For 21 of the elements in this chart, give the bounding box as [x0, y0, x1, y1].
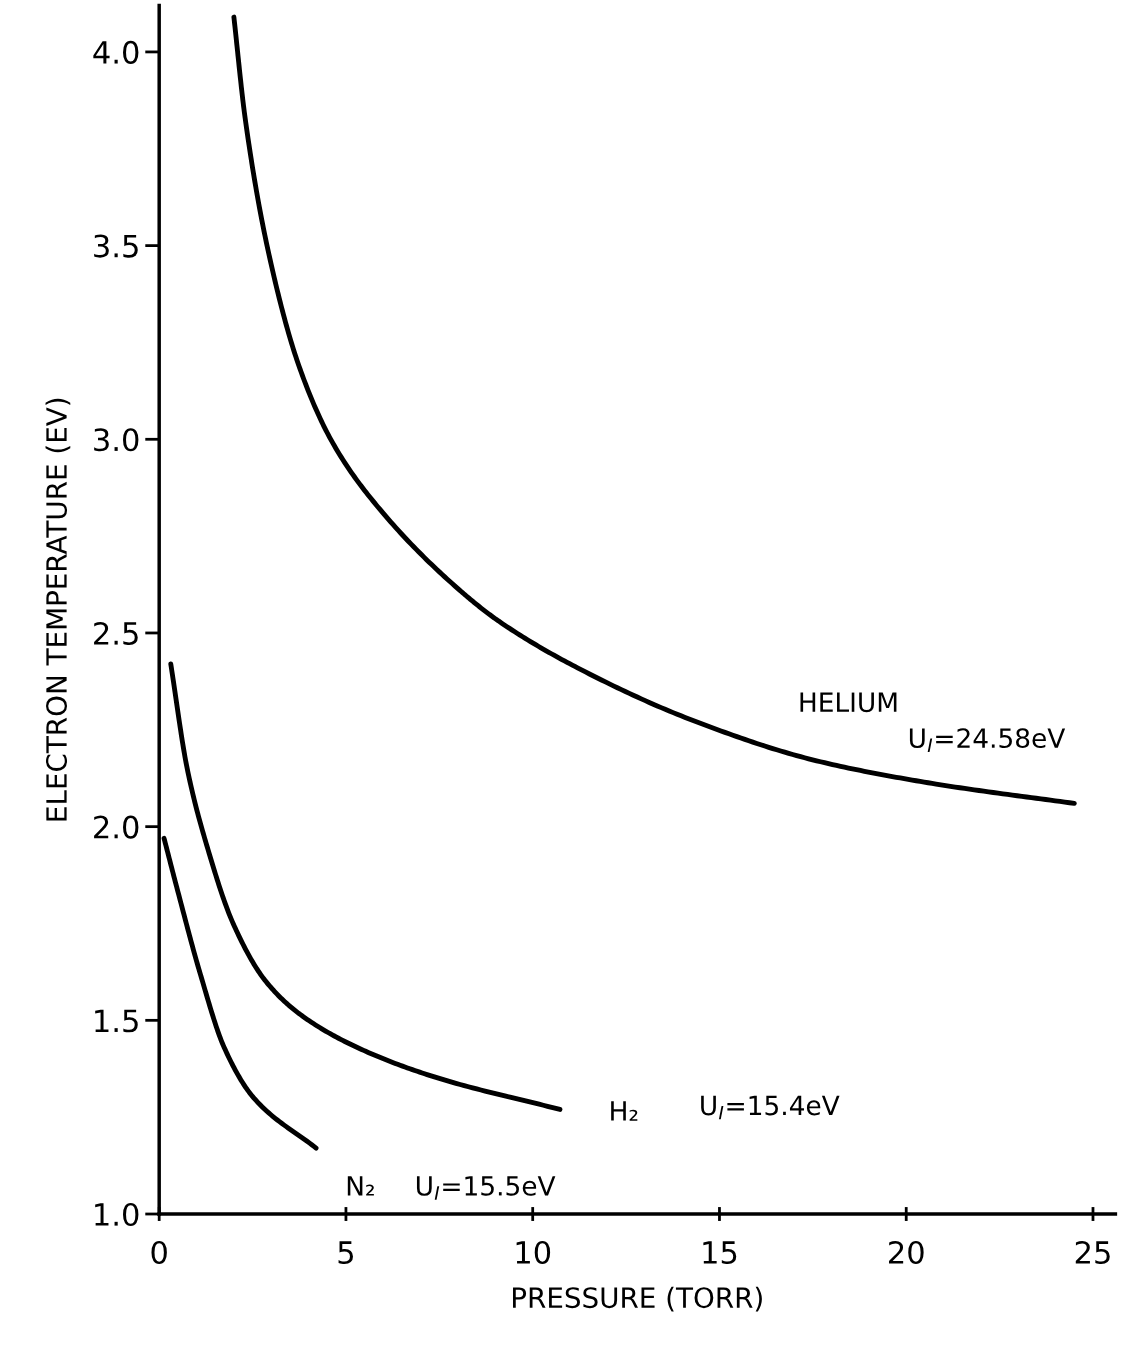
y-tick-label: 1.0: [95, 1202, 139, 1227]
annotation: U$_{I}$=15.4eV: [701, 1095, 840, 1120]
x-axis-title: PRESSURE (TORR): [513, 1286, 762, 1312]
annotation: U$_{I}$=24.58eV: [909, 728, 1066, 753]
y-tick-label: 3.5: [94, 234, 138, 258]
series-label: HELIUM: [800, 692, 897, 713]
y-tick-label: 2.5: [94, 621, 138, 646]
y-tick-label: 3.0: [94, 428, 139, 452]
x-tick-label: 5: [338, 1241, 353, 1265]
series-label: N₂: [347, 1176, 374, 1196]
y-tick-label: 1.5: [95, 1009, 138, 1033]
y-tick-label: 2.0: [94, 815, 139, 839]
y-axis-title: ELECTRON TEMPERATURE (EV): [45, 398, 71, 821]
x-tick-label: 10: [516, 1240, 551, 1265]
annotation: U$_{I}$=15.5eV: [416, 1176, 556, 1200]
x-tick-label: 20: [889, 1240, 924, 1265]
x-tick-label: 25: [1075, 1240, 1110, 1265]
x-tick-label: 0: [151, 1240, 167, 1265]
series-label: H₂: [611, 1101, 638, 1121]
y-tick-label: 4.0: [93, 40, 139, 64]
x-tick-label: 15: [703, 1241, 737, 1265]
